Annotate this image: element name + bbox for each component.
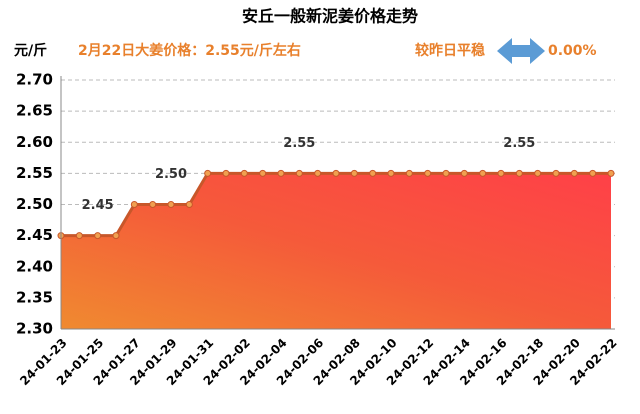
y-tick-label: 2.50 (16, 195, 53, 213)
value-label: 2.45 (82, 198, 114, 213)
marker (295, 169, 303, 177)
y-tick-label: 2.35 (16, 288, 53, 306)
marker (240, 169, 248, 177)
marker (94, 232, 102, 240)
marker (479, 169, 487, 177)
marker (332, 169, 340, 177)
marker (149, 201, 157, 208)
marker (350, 169, 358, 177)
y-axis-unit: 元/斤 (14, 42, 47, 59)
y-tick-label: 2.55 (16, 164, 53, 182)
marker (497, 169, 505, 177)
y-tick-label: 2.45 (16, 226, 53, 244)
marker (534, 169, 542, 177)
marker (369, 169, 377, 177)
y-tick-label: 2.70 (16, 71, 53, 89)
marker (424, 169, 432, 177)
value-label: 2.55 (503, 136, 535, 151)
marker (589, 169, 597, 177)
change-label: 较昨日平稳 (415, 42, 485, 59)
subtitle: 2月22日大姜价格：2.55元/斤左右 (78, 42, 301, 59)
marker (277, 169, 285, 177)
y-tick-label: 2.30 (16, 320, 53, 338)
marker (259, 169, 267, 177)
value-label: 2.50 (155, 167, 187, 182)
marker (314, 169, 322, 177)
marker (75, 232, 83, 240)
marker (387, 169, 395, 177)
marker (460, 169, 468, 177)
marker (222, 169, 230, 177)
marker (204, 169, 212, 177)
marker (185, 201, 193, 208)
marker (112, 232, 120, 240)
marker (442, 169, 450, 177)
marker (130, 201, 138, 208)
marker (570, 169, 578, 177)
area (61, 173, 611, 329)
y-tick-label: 2.60 (16, 133, 53, 151)
marker (552, 169, 560, 177)
marker (167, 201, 175, 208)
chart-title: 安丘一般新泥姜价格走势 (242, 7, 418, 26)
y-tick-label: 2.40 (16, 257, 53, 275)
marker (515, 169, 523, 177)
marker (405, 169, 413, 177)
marker (607, 169, 615, 177)
value-label: 2.55 (283, 136, 315, 151)
y-tick-label: 2.65 (16, 102, 53, 120)
flat-arrow-icon (497, 38, 545, 64)
change-value: 0.00% (548, 43, 597, 59)
